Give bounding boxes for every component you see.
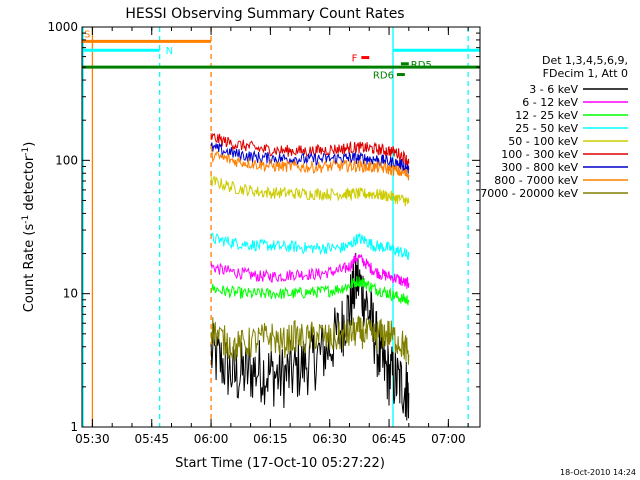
legend-label-5: 100 - 300 keV [501,148,578,161]
x-axis: 05:30 05:45 06:00 06:15 06:30 06:45 07:00 [75,27,469,446]
y-tick-label: 1 [70,420,78,434]
y-axis: 1 10 100 1000 [47,20,480,434]
y-tick-label: 1000 [47,20,78,34]
legend-label-1: 6 - 12 keV [522,96,578,109]
x-tick-label: 06:45 [372,432,407,446]
series-lines [210,132,410,421]
plot-frame [81,26,481,428]
flag-label-n-1: N [166,46,173,57]
series-line-3 [210,232,410,261]
series-line-6 [210,142,410,174]
legend-label-8: 7000 - 20000 keV [480,187,578,200]
legend-header-2: FDecim 1, Att 0 [543,67,628,80]
series-line-5 [210,132,410,166]
flag-label-rd5-4: RD5 [411,60,432,71]
legend-label-4: 50 - 100 keV [508,135,578,148]
x-tick-label: 06:00 [194,432,229,446]
legend: Det 1,3,4,5,6,9, FDecim 1, Att 0 3 - 6 k… [480,54,628,200]
flag-label-s-0: S [84,29,90,40]
x-tick-label: 05:45 [134,432,169,446]
x-tick-label: 06:15 [253,432,288,446]
legend-label-7: 800 - 7000 keV [494,174,578,187]
y-tick-label: 10 [63,287,78,301]
y-tick-label: 100 [55,153,78,167]
x-tick-label: 07:00 [431,432,466,446]
series-line-8 [210,314,410,365]
flag-bars: S N F RD5 RD6 [82,29,480,82]
vertical-markers [82,27,480,427]
timestamp: 18-Oct-2010 14:24 [560,468,636,477]
x-tick-label: 05:30 [75,432,110,446]
legend-label-2: 12 - 25 keV [515,109,578,122]
flag-label-f-3: F [352,54,358,65]
series-line-2 [210,276,410,306]
legend-label-0: 3 - 6 keV [529,83,578,96]
legend-header-1: Det 1,3,4,5,6,9, [542,54,628,67]
y-axis-label: Count Rate (s-1 detector-1) [21,142,37,313]
flag-label-rd6-5: RD6 [373,71,394,82]
series-line-7 [210,147,410,181]
chart-title: HESSI Observing Summary Count Rates [125,6,404,22]
series-line-0 [210,252,410,421]
x-axis-label: Start Time (17-Oct-10 05:27:22) [175,456,385,471]
series-line-1 [210,253,410,289]
series-line-4 [210,175,410,207]
x-tick-label: 06:30 [312,432,347,446]
legend-label-3: 25 - 50 keV [515,122,578,135]
legend-label-6: 300 - 800 keV [501,161,578,174]
